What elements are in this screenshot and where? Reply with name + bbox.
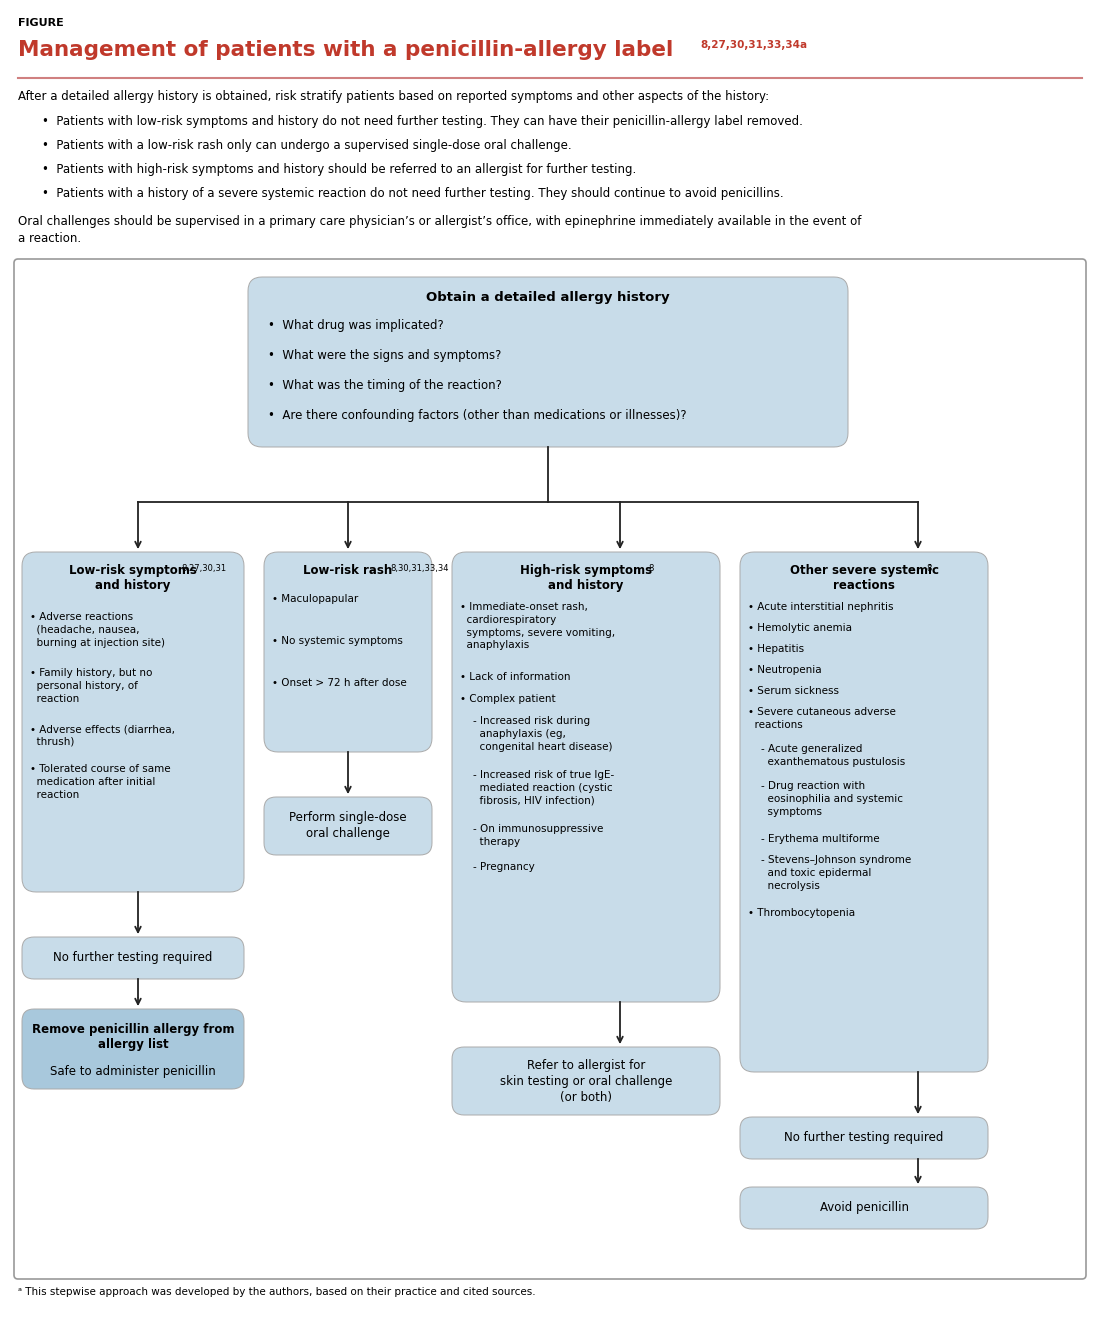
FancyBboxPatch shape xyxy=(452,1047,720,1115)
Text: • Maculopapular: • Maculopapular xyxy=(272,594,359,605)
FancyBboxPatch shape xyxy=(22,936,244,979)
FancyBboxPatch shape xyxy=(264,797,432,855)
Text: Remove penicillin allergy from
allergy list: Remove penicillin allergy from allergy l… xyxy=(32,1023,234,1051)
Text: •  Patients with low-risk symptoms and history do not need further testing. They: • Patients with low-risk symptoms and hi… xyxy=(42,115,803,128)
Text: Safe to administer penicillin: Safe to administer penicillin xyxy=(51,1065,216,1079)
Text: Refer to allergist for
skin testing or oral challenge
(or both): Refer to allergist for skin testing or o… xyxy=(499,1059,672,1104)
Text: •  Patients with high-risk symptoms and history should be referred to an allergi: • Patients with high-risk symptoms and h… xyxy=(42,163,636,176)
Text: • Adverse effects (diarrhea,
  thrush): • Adverse effects (diarrhea, thrush) xyxy=(30,724,175,747)
FancyBboxPatch shape xyxy=(740,1117,988,1159)
Text: 8: 8 xyxy=(926,564,932,573)
Text: • Family history, but no
  personal history, of
  reaction: • Family history, but no personal histor… xyxy=(30,668,153,703)
Text: • Severe cutaneous adverse
  reactions: • Severe cutaneous adverse reactions xyxy=(748,707,895,730)
Text: • Lack of information: • Lack of information xyxy=(460,672,571,682)
Text: - Stevens–Johnson syndrome
      and toxic epidermal
      necrolysis: - Stevens–Johnson syndrome and toxic epi… xyxy=(748,855,911,890)
Text: • Hemolytic anemia: • Hemolytic anemia xyxy=(748,623,852,633)
FancyBboxPatch shape xyxy=(264,552,432,752)
FancyBboxPatch shape xyxy=(740,1187,988,1229)
Text: - Increased risk during
      anaphylaxis (eg,
      congenital heart disease): - Increased risk during anaphylaxis (eg,… xyxy=(460,716,613,752)
Text: •  What was the timing of the reaction?: • What was the timing of the reaction? xyxy=(268,379,502,392)
FancyBboxPatch shape xyxy=(740,552,988,1072)
Text: • Acute interstitial nephritis: • Acute interstitial nephritis xyxy=(748,602,893,612)
Text: • Neutropenia: • Neutropenia xyxy=(748,665,822,676)
FancyBboxPatch shape xyxy=(452,552,720,1002)
Text: Avoid penicillin: Avoid penicillin xyxy=(820,1201,909,1214)
Text: - On immunosuppressive
      therapy: - On immunosuppressive therapy xyxy=(460,824,604,847)
Text: 8: 8 xyxy=(648,564,653,573)
Text: • Complex patient: • Complex patient xyxy=(460,694,556,705)
Text: - Increased risk of true IgE-
      mediated reaction (cystic
      fibrosis, HI: - Increased risk of true IgE- mediated r… xyxy=(460,770,614,806)
Text: Low-risk rash: Low-risk rash xyxy=(304,564,393,577)
Text: ᵃ This stepwise approach was developed by the authors, based on their practice a: ᵃ This stepwise approach was developed b… xyxy=(18,1287,536,1297)
Text: - Erythema multiforme: - Erythema multiforme xyxy=(748,834,880,844)
Text: 8,27,30,31,33,34a: 8,27,30,31,33,34a xyxy=(700,40,807,50)
Text: • No systemic symptoms: • No systemic symptoms xyxy=(272,636,403,647)
Text: • Immediate-onset rash,
  cardiorespiratory
  symptoms, severe vomiting,
  anaph: • Immediate-onset rash, cardiorespirator… xyxy=(460,602,615,651)
Text: Obtain a detailed allergy history: Obtain a detailed allergy history xyxy=(426,291,670,304)
Text: •  What were the signs and symptoms?: • What were the signs and symptoms? xyxy=(268,349,502,362)
Text: FIGURE: FIGURE xyxy=(18,18,64,28)
Text: Management of patients with a penicillin-allergy label: Management of patients with a penicillin… xyxy=(18,40,673,61)
Text: • Serum sickness: • Serum sickness xyxy=(748,686,839,695)
Text: 8,30,31,33,34: 8,30,31,33,34 xyxy=(390,564,449,573)
Text: • Thrombocytopenia: • Thrombocytopenia xyxy=(748,907,855,918)
Text: - Acute generalized
      exanthematous pustulosis: - Acute generalized exanthematous pustul… xyxy=(748,744,905,766)
Text: No further testing required: No further testing required xyxy=(784,1131,944,1144)
Text: After a detailed allergy history is obtained, risk stratify patients based on re: After a detailed allergy history is obta… xyxy=(18,90,769,103)
Text: No further testing required: No further testing required xyxy=(53,951,212,964)
Text: - Pregnancy: - Pregnancy xyxy=(460,863,535,872)
FancyBboxPatch shape xyxy=(14,259,1086,1279)
Text: 8,27,30,31: 8,27,30,31 xyxy=(182,564,227,573)
FancyBboxPatch shape xyxy=(22,552,244,892)
Text: Perform single-dose
oral challenge: Perform single-dose oral challenge xyxy=(289,811,407,840)
Text: High-risk symptoms
and history: High-risk symptoms and history xyxy=(520,564,652,593)
Text: • Hepatitis: • Hepatitis xyxy=(748,644,804,655)
Text: •  Patients with a history of a severe systemic reaction do not need further tes: • Patients with a history of a severe sy… xyxy=(42,187,783,200)
Text: Other severe systemic
reactions: Other severe systemic reactions xyxy=(790,564,938,593)
Text: • Adverse reactions
  (headache, nausea,
  burning at injection site): • Adverse reactions (headache, nausea, b… xyxy=(30,612,165,648)
Text: a reaction.: a reaction. xyxy=(18,232,81,245)
Text: Low-risk symptoms
and history: Low-risk symptoms and history xyxy=(69,564,197,593)
Text: Oral challenges should be supervised in a primary care physician’s or allergist’: Oral challenges should be supervised in … xyxy=(18,215,861,228)
Text: - Drug reaction with
      eosinophilia and systemic
      symptoms: - Drug reaction with eosinophilia and sy… xyxy=(748,781,903,817)
Text: •  Patients with a low-risk rash only can undergo a supervised single-dose oral : • Patients with a low-risk rash only can… xyxy=(42,140,572,151)
FancyBboxPatch shape xyxy=(22,1009,244,1089)
Text: •  Are there confounding factors (other than medications or illnesses)?: • Are there confounding factors (other t… xyxy=(268,410,686,421)
Text: • Onset > 72 h after dose: • Onset > 72 h after dose xyxy=(272,678,407,687)
Text: • Tolerated course of same
  medication after initial
  reaction: • Tolerated course of same medication af… xyxy=(30,764,170,799)
Text: •  What drug was implicated?: • What drug was implicated? xyxy=(268,319,443,332)
FancyBboxPatch shape xyxy=(248,277,848,446)
